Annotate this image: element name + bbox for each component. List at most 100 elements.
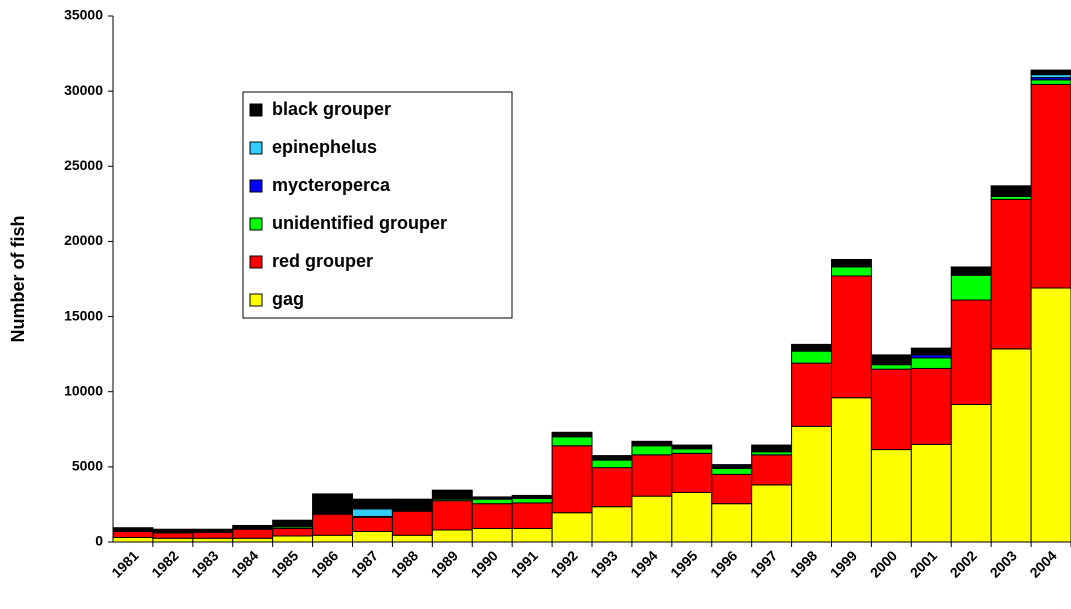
y-tick-label: 35000 — [64, 7, 103, 23]
y-tick-label: 10000 — [64, 382, 103, 398]
y-tick-label: 5000 — [72, 458, 103, 474]
bar-segment — [870, 368, 912, 451]
bar-segment — [391, 534, 433, 543]
bar-segment — [511, 527, 553, 543]
bar-segment — [591, 467, 633, 508]
bar-segment — [192, 528, 234, 533]
bar-segment — [551, 512, 593, 543]
bar-segment — [910, 443, 952, 543]
x-tick-label: 1996 — [707, 547, 740, 580]
y-tick-label: 15000 — [64, 307, 103, 323]
legend-swatch — [249, 141, 263, 155]
legend-swatch — [249, 293, 263, 307]
x-tick-label: 1984 — [228, 547, 261, 580]
bar-segment — [671, 491, 713, 543]
bar-segment — [711, 503, 753, 543]
legend — [242, 91, 513, 319]
bar-segment — [1030, 287, 1071, 543]
legend-swatch — [249, 179, 263, 193]
bar-segment — [511, 502, 553, 529]
y-tick-label: 0 — [95, 533, 103, 549]
x-tick-label: 1985 — [268, 547, 301, 580]
bar-segment — [232, 528, 274, 539]
x-tick-label: 2001 — [907, 547, 940, 580]
bar-segment — [352, 498, 393, 510]
bar-segment — [711, 464, 753, 469]
bar-segment — [870, 364, 912, 370]
x-tick-label: 1993 — [587, 547, 620, 580]
x-tick-label: 2002 — [947, 547, 980, 580]
bar-segment — [272, 535, 314, 543]
bar-segment — [152, 537, 194, 543]
bar-segment — [511, 497, 553, 504]
bar-segment — [471, 498, 513, 505]
bar-segment — [152, 528, 194, 533]
bar-segment — [511, 494, 553, 499]
bar-segment — [112, 530, 154, 538]
bar-segment — [1030, 83, 1071, 289]
bar-segment — [112, 527, 154, 532]
bar-segment — [950, 403, 992, 543]
bar-segment — [831, 275, 872, 399]
bar-segment — [272, 519, 314, 528]
bar-segment — [671, 444, 713, 450]
y-tick-label: 25000 — [64, 157, 103, 173]
x-tick-label: 1995 — [667, 547, 700, 580]
x-tick-label: 1992 — [547, 547, 580, 580]
legend-swatch — [249, 255, 263, 269]
bar-segment — [391, 498, 433, 511]
bar-segment — [751, 484, 793, 543]
x-tick-label: 2000 — [867, 547, 900, 580]
bar-segment — [910, 357, 952, 369]
bar-segment — [591, 455, 633, 461]
bar-segment — [990, 185, 1032, 197]
bar-segment — [471, 496, 513, 500]
bar-segment — [711, 473, 753, 505]
bar-segment — [431, 529, 473, 543]
bar-segment — [671, 452, 713, 493]
legend-swatch — [249, 103, 263, 117]
y-tick-label: 20000 — [64, 232, 103, 248]
bar-segment — [352, 508, 393, 517]
bar-segment — [751, 454, 793, 486]
bar-segment — [391, 510, 433, 536]
bar-segment — [870, 449, 912, 543]
x-tick-label: 1994 — [627, 547, 660, 580]
bar-segment — [551, 445, 593, 514]
bar-segment — [631, 454, 673, 497]
bar-segment — [631, 445, 673, 456]
x-tick-label: 1997 — [747, 547, 780, 580]
y-axis-title: Number of fish — [8, 215, 28, 342]
bar-segment — [352, 530, 393, 543]
bar-segment — [631, 440, 673, 447]
x-tick-label: 1983 — [188, 547, 221, 580]
y-tick-label: 30000 — [64, 82, 103, 98]
x-tick-label: 1989 — [428, 547, 461, 580]
legend-label: mycteroperca — [272, 175, 391, 195]
bar-segment — [831, 397, 872, 543]
bar-segment — [192, 531, 234, 539]
bar-segment — [471, 503, 513, 529]
bar-segment — [711, 467, 753, 475]
bar-segment — [431, 500, 473, 531]
bar-segment — [1030, 79, 1071, 85]
x-tick-label: 1982 — [148, 547, 181, 580]
bar-segment — [272, 527, 314, 537]
bar-segment — [950, 299, 992, 405]
x-tick-label: 1990 — [468, 547, 501, 580]
bar-segment — [990, 348, 1032, 543]
legend-label: epinephelus — [272, 137, 377, 157]
bar-segment — [910, 347, 952, 356]
bar-segment — [751, 444, 793, 453]
x-tick-label: 1988 — [388, 547, 421, 580]
bar-segment — [791, 362, 832, 427]
bar-segment — [591, 506, 633, 543]
x-tick-label: 2004 — [1026, 547, 1059, 580]
bar-segment — [870, 354, 912, 366]
x-tick-label: 1987 — [348, 547, 381, 580]
legend-label: black grouper — [272, 99, 391, 119]
legend-label: red grouper — [272, 251, 373, 271]
bar-segment — [431, 489, 473, 500]
bar-segment — [312, 513, 354, 536]
